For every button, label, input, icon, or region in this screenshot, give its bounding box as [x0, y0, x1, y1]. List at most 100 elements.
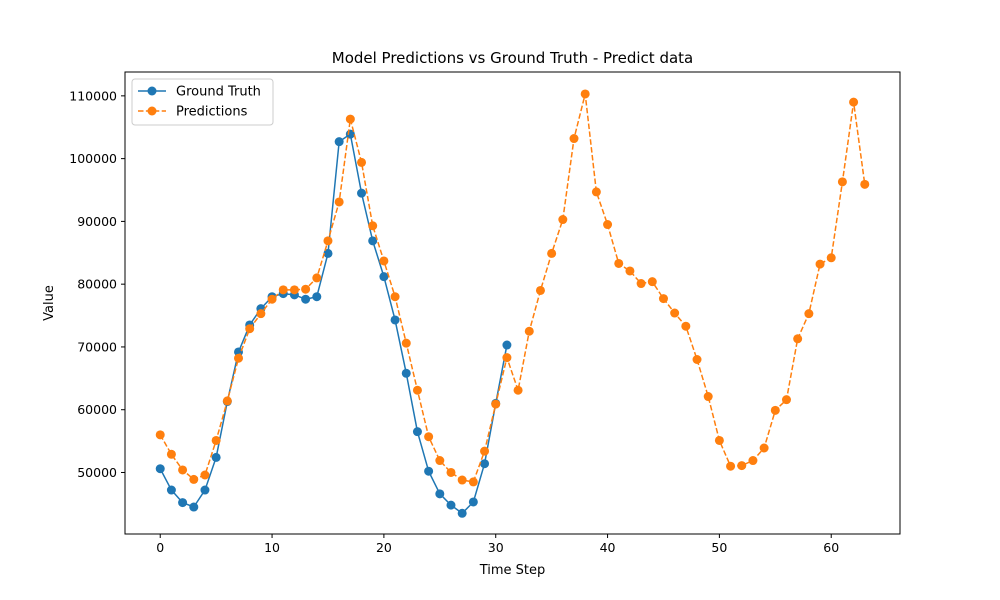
- data-point: [535, 285, 545, 295]
- legend-label: Ground Truth: [176, 85, 261, 100]
- data-point: [245, 324, 255, 334]
- data-point: [334, 197, 344, 207]
- data-point: [200, 485, 210, 495]
- data-point: [759, 443, 769, 453]
- data-point: [849, 97, 859, 107]
- data-point: [670, 308, 680, 318]
- data-point: [446, 467, 456, 477]
- data-point: [435, 489, 445, 499]
- data-point: [178, 465, 188, 475]
- data-point: [781, 395, 791, 405]
- data-point: [480, 459, 490, 469]
- data-point: [491, 399, 501, 409]
- data-point: [524, 326, 534, 336]
- data-point: [401, 338, 411, 348]
- data-point: [256, 309, 266, 319]
- data-point: [166, 485, 176, 495]
- data-point: [860, 179, 870, 189]
- data-point: [368, 236, 378, 246]
- data-point: [446, 500, 456, 510]
- data-point: [826, 253, 836, 263]
- data-point: [547, 248, 557, 258]
- data-point: [793, 334, 803, 344]
- data-point: [301, 294, 311, 304]
- x-tick-label: 0: [156, 540, 164, 555]
- data-point: [412, 427, 422, 437]
- x-axis-label: Time Step: [479, 563, 546, 578]
- data-point: [379, 256, 389, 266]
- y-tick-label: 50000: [77, 465, 117, 480]
- data-point: [468, 477, 478, 487]
- data-point: [166, 449, 176, 459]
- y-tick-label: 80000: [77, 277, 117, 292]
- data-point: [737, 461, 747, 471]
- x-tick-label: 60: [823, 540, 839, 555]
- data-point: [513, 385, 523, 395]
- y-tick-label: 60000: [77, 402, 117, 417]
- series-line: [159, 93, 866, 483]
- data-point: [155, 430, 165, 440]
- y-tick-label: 70000: [77, 339, 117, 354]
- data-point: [357, 188, 367, 198]
- x-tick-label: 10: [264, 540, 280, 555]
- data-point: [681, 321, 691, 331]
- data-point: [200, 470, 210, 480]
- data-point: [692, 354, 702, 364]
- data-point: [301, 284, 311, 294]
- data-point: [312, 292, 322, 302]
- data-point: [323, 236, 333, 246]
- legend-label: Predictions: [176, 105, 248, 120]
- data-point: [569, 134, 579, 144]
- data-point: [603, 220, 613, 230]
- data-point: [591, 187, 601, 197]
- y-axis-label: Value: [42, 285, 57, 321]
- x-tick-label: 40: [600, 540, 616, 555]
- data-point: [390, 292, 400, 302]
- data-point: [770, 405, 780, 415]
- data-point: [625, 266, 635, 276]
- legend-marker: [147, 86, 157, 96]
- data-point: [580, 89, 590, 99]
- data-point: [647, 277, 657, 287]
- data-point: [334, 137, 344, 147]
- data-point: [234, 353, 244, 363]
- data-point: [468, 497, 478, 507]
- x-tick-label: 30: [488, 540, 504, 555]
- data-point: [189, 474, 199, 484]
- data-point: [502, 340, 512, 350]
- legend: Ground Truth Predictions: [131, 78, 274, 126]
- data-point: [379, 272, 389, 282]
- data-point: [189, 502, 199, 512]
- data-point: [457, 508, 467, 518]
- data-point: [368, 221, 378, 231]
- data-point: [748, 456, 758, 466]
- data-point: [289, 285, 299, 295]
- chart-title: Model Predictions vs Ground Truth - Pred…: [332, 49, 694, 67]
- data-point: [837, 177, 847, 187]
- data-point: [636, 279, 646, 289]
- data-point: [457, 475, 467, 485]
- data-point: [390, 315, 400, 325]
- legend-marker: [147, 106, 157, 116]
- data-point: [222, 396, 232, 406]
- axes-frame: [124, 71, 901, 535]
- data-point: [412, 385, 422, 395]
- y-tick-label: 110000: [69, 88, 117, 103]
- plot-area: 0 10 20 30 40 50 60 50000 60000 70000 80000 90000 10…: [69, 71, 901, 555]
- data-point: [267, 294, 277, 304]
- data-point: [480, 446, 490, 456]
- data-point: [558, 215, 568, 225]
- x-tick-label: 50: [711, 540, 727, 555]
- x-tick-label: 20: [376, 540, 392, 555]
- data-point: [357, 157, 367, 167]
- data-point: [155, 464, 165, 474]
- data-point: [703, 392, 713, 402]
- data-point: [435, 456, 445, 466]
- data-point: [815, 259, 825, 269]
- data-point: [401, 368, 411, 378]
- data-point: [323, 248, 333, 258]
- data-point: [424, 432, 434, 442]
- data-point: [614, 258, 624, 268]
- data-point: [278, 285, 288, 295]
